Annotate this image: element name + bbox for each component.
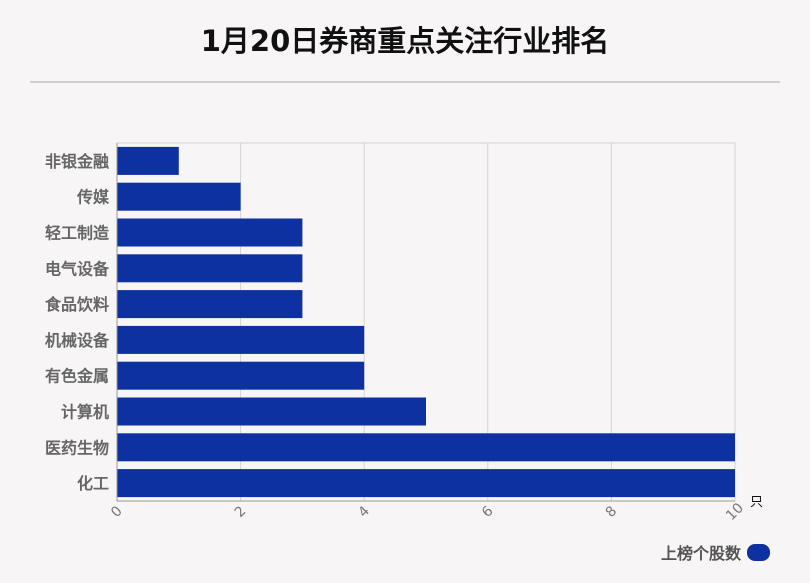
category-label: 轻工制造 <box>45 224 110 243</box>
category-label: 计算机 <box>61 403 109 422</box>
x-tick-label: 6 <box>479 503 497 521</box>
title-divider <box>30 81 780 83</box>
bar-9 <box>117 433 735 462</box>
bar-5 <box>117 290 303 319</box>
x-tick-label: 2 <box>232 503 250 521</box>
bar-10 <box>117 469 735 498</box>
bar-6 <box>117 325 365 354</box>
bar-4 <box>117 254 303 283</box>
category-label: 有色金属 <box>45 367 109 386</box>
category-label: 食品饮料 <box>44 295 109 314</box>
category-label: 非银金融 <box>45 152 109 171</box>
bar-1 <box>117 146 179 175</box>
legend[interactable]: 上榜个股数 <box>661 540 770 564</box>
category-label: 机械设备 <box>45 331 110 350</box>
bar-8 <box>117 397 426 426</box>
x-axis-unit: 只 <box>750 495 763 510</box>
bar-7 <box>117 361 365 390</box>
category-label: 传媒 <box>76 188 110 207</box>
x-tick-label: 10 <box>723 500 747 524</box>
category-label: 医药生物 <box>45 438 109 457</box>
legend-swatch[interactable] <box>747 543 770 561</box>
x-tick-label: 4 <box>355 503 373 521</box>
x-tick-label: 8 <box>603 503 621 521</box>
chart-title: 1月20日券商重点关注行业排名 <box>200 24 610 58</box>
bar-2 <box>117 182 241 211</box>
category-label: 化工 <box>77 474 109 493</box>
x-tick-label: 0 <box>108 503 126 521</box>
legend-label: 上榜个股数 <box>660 544 741 563</box>
category-label: 电气设备 <box>45 259 110 278</box>
bar-3 <box>117 218 303 247</box>
